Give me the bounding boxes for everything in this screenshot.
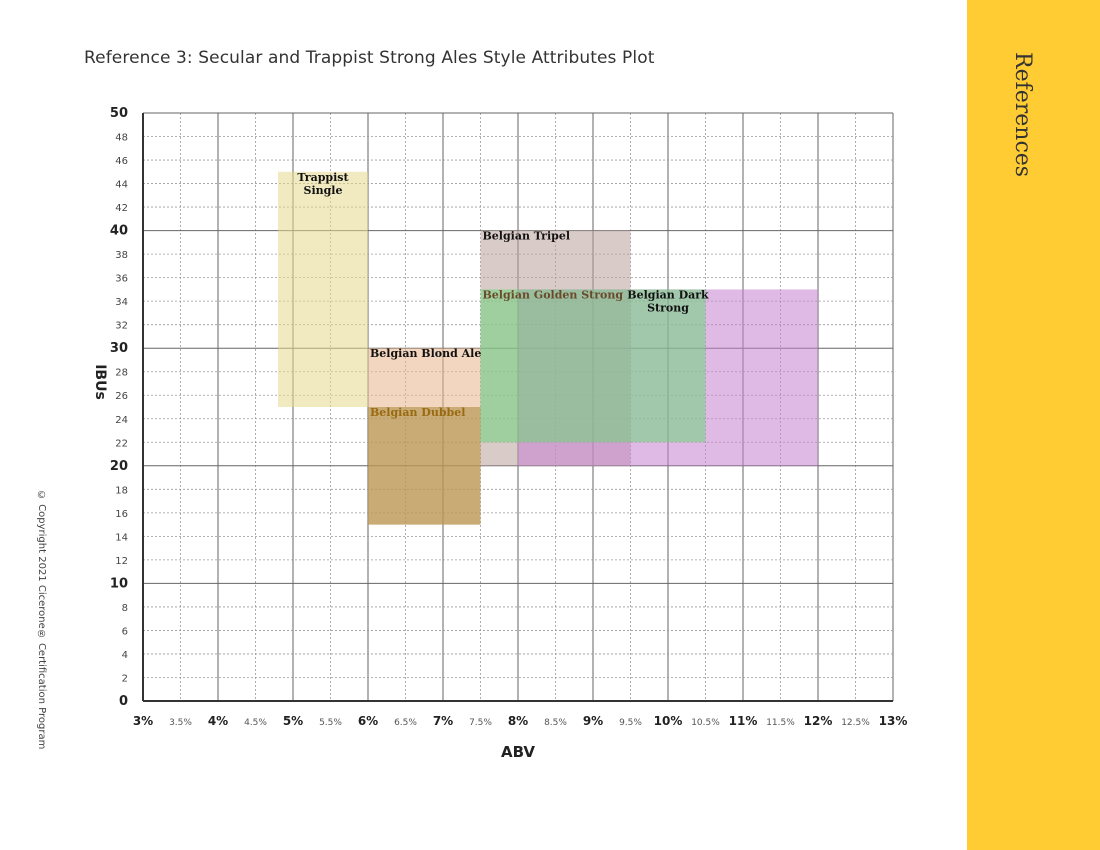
side-bar <box>967 0 1100 850</box>
box-label-belgian-tripel: Belgian Tripel <box>483 230 571 243</box>
x-tick-label: 4% <box>208 714 228 728</box>
y-tick-label: 42 <box>115 203 128 214</box>
x-tick-label: 9% <box>583 714 603 728</box>
style-box-belgian-dubbel <box>368 407 481 525</box>
x-tick-label: 13% <box>879 714 908 728</box>
box-label-belgian-blond-ale: Belgian Blond Ale <box>370 347 481 360</box>
box-label-belgian-dubbel: Belgian Dubbel <box>370 406 465 419</box>
x-tick-label: 8.5% <box>544 718 567 728</box>
x-tick-label: 4.5% <box>244 718 267 728</box>
x-tick-label: 6% <box>358 714 378 728</box>
x-tick-label: 7.5% <box>469 718 492 728</box>
y-tick-label: 38 <box>115 250 128 261</box>
x-tick-label: 9.5% <box>619 718 642 728</box>
copyright-text: © Copyright 2021 Cicerone® Certification… <box>36 490 47 750</box>
y-tick-label: 6 <box>122 626 128 637</box>
x-tick-label: 3.5% <box>169 718 192 728</box>
x-tick-label: 3% <box>133 714 153 728</box>
y-tick-label: 10 <box>110 576 128 591</box>
y-tick-label: 28 <box>115 368 128 379</box>
x-axis-title: ABV <box>501 743 535 761</box>
y-axis-title: IBUs <box>92 364 108 400</box>
style-box-trappist-single <box>278 171 368 407</box>
y-tick-label: 36 <box>115 274 128 285</box>
box-label-belgian-golden-strong: Belgian Golden Strong <box>483 288 624 301</box>
box-label-belgian-dark-strong: Belgian Dark <box>627 288 709 301</box>
y-tick-label: 22 <box>115 438 128 449</box>
x-tick-label: 11.5% <box>766 718 795 728</box>
y-tick-label: 40 <box>110 224 128 239</box>
y-tick-label: 46 <box>115 156 128 167</box>
y-tick-label: 4 <box>122 650 128 661</box>
x-tick-label: 7% <box>433 714 453 728</box>
y-tick-label: 2 <box>122 673 128 684</box>
x-tick-label: 10% <box>654 714 683 728</box>
y-tick-label: 24 <box>115 415 128 426</box>
y-tick-label: 50 <box>110 106 128 121</box>
x-tick-label: 12.5% <box>841 718 870 728</box>
box-label-trappist-single: Single <box>304 184 343 197</box>
y-tick-label: 30 <box>110 341 128 356</box>
box-label-trappist-single: Trappist <box>297 171 349 184</box>
side-label: References <box>1010 52 1035 178</box>
y-tick-label: 0 <box>119 694 128 709</box>
y-tick-label: 8 <box>122 603 128 614</box>
x-tick-label: 12% <box>804 714 833 728</box>
y-tick-label: 34 <box>115 297 128 308</box>
x-tick-label: 5.5% <box>319 718 342 728</box>
y-tick-label: 32 <box>115 321 128 332</box>
x-tick-label: 8% <box>508 714 528 728</box>
style-box-belgian-golden-strong <box>480 289 706 443</box>
y-tick-label: 20 <box>110 459 128 474</box>
y-tick-label: 18 <box>115 485 128 496</box>
y-tick-label: 16 <box>115 509 128 520</box>
y-tick-label: 12 <box>115 556 128 567</box>
y-tick-label: 44 <box>115 180 128 191</box>
chart-title: Reference 3: Secular and Trappist Strong… <box>84 48 655 68</box>
x-tick-label: 5% <box>283 714 303 728</box>
x-tick-label: 10.5% <box>691 718 720 728</box>
y-tick-label: 14 <box>115 532 128 543</box>
y-tick-label: 26 <box>115 391 128 402</box>
x-tick-label: 11% <box>729 714 758 728</box>
box-label-belgian-dark-strong: Strong <box>647 301 689 314</box>
x-tick-label: 6.5% <box>394 718 417 728</box>
y-tick-label: 48 <box>115 133 128 144</box>
